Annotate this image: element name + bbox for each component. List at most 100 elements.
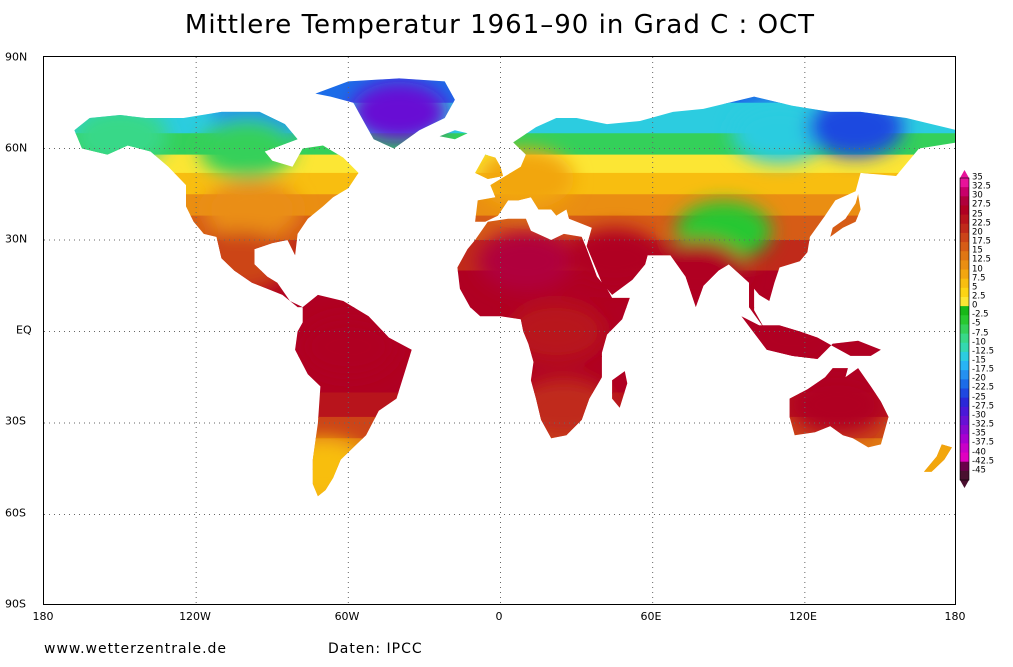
colorbar-label: -7.5 (972, 328, 989, 339)
colorbar-swatch (960, 452, 969, 463)
region-southern-africa (515, 377, 612, 438)
lat-label-90n: 90N (5, 50, 28, 64)
colorbar-swatch (960, 315, 969, 325)
colorbar-swatch (960, 443, 969, 454)
colorbar-swatch (960, 260, 969, 271)
lat-label-30n: 30N (5, 232, 28, 246)
lat-label-60n: 60N (5, 141, 28, 155)
region-central-africa (508, 301, 605, 362)
temperature-map (44, 57, 955, 604)
colorbar-label: 25 (972, 209, 983, 220)
map-title: Mittlere Temperatur 1961–90 in Grad C : … (184, 10, 816, 40)
region-patagonia (274, 438, 371, 497)
lat-label-eq: EQ (16, 323, 32, 337)
colorbar-label: -30 (972, 410, 986, 421)
lat-label-90s: 90S (5, 597, 26, 611)
region-northern-canada (198, 118, 295, 179)
colorbar-swatch (960, 415, 969, 426)
colorbar-swatch (960, 425, 969, 435)
lon-label-180w: 180 (32, 610, 54, 623)
colorbar-swatch (960, 214, 969, 225)
colorbar-label: -27.5 (972, 401, 994, 412)
colorbar-label: 7.5 (972, 273, 986, 284)
colorbar-label: -37.5 (972, 437, 994, 448)
lon-label-60w: 60W (334, 610, 360, 623)
region-india (650, 240, 747, 301)
colorbar-swatch (960, 361, 969, 371)
colorbar-label: 0 (972, 300, 978, 311)
region-sahara (477, 231, 574, 292)
colorbar-bottom-arrow (960, 480, 969, 488)
colorbar-label: -42.5 (972, 456, 994, 467)
region-alaska (74, 106, 169, 167)
colorbar-label: -5 (972, 318, 981, 329)
map-area (43, 56, 956, 605)
colorbar-swatch (960, 296, 969, 307)
colorbar-swatch (960, 223, 969, 234)
region-new-zealand (888, 429, 955, 490)
colorbar-label: 20 (972, 227, 983, 238)
region-greenland-interior (351, 81, 448, 142)
colorbar-swatch (960, 397, 969, 408)
colorbar-swatch (960, 251, 969, 261)
colorbar-swatch (960, 406, 969, 417)
colorbar-swatch (960, 379, 969, 389)
colorbar-swatch (960, 242, 969, 252)
lat-label-60s: 60S (5, 506, 26, 520)
colorbar (959, 170, 970, 488)
colorbar-label: -12.5 (972, 346, 994, 357)
colorbar-label: 35 (972, 172, 983, 183)
colorbar-swatch (960, 232, 969, 243)
colorbar-swatch (960, 324, 969, 335)
colorbar-swatch (960, 470, 969, 481)
colorbar-swatch (960, 388, 969, 399)
region-europe (477, 149, 574, 209)
region-mexico (193, 231, 290, 292)
colorbar-label: -25 (972, 392, 986, 403)
colorbar-swatch (960, 278, 969, 289)
region-usa-central (203, 179, 300, 240)
colorbar-label: -15 (972, 355, 986, 366)
colorbar-label: -20 (972, 373, 986, 384)
colorbar-swatch (960, 333, 969, 344)
colorbar-swatch (960, 370, 969, 380)
colorbar-label: 12.5 (972, 254, 991, 265)
colorbar-label: 32.5 (972, 181, 991, 192)
colorbar-label: 5 (972, 282, 978, 293)
lon-label-120w: 120W (179, 610, 211, 623)
colorbar-swatch (960, 306, 969, 316)
colorbar-label: 30 (972, 190, 983, 201)
data-source: Daten: IPCC (328, 641, 423, 657)
colorbar-swatch (960, 287, 969, 298)
colorbar-label: -35 (972, 428, 986, 439)
colorbar-label: 17.5 (972, 236, 991, 247)
colorbar-top-arrow (960, 170, 969, 178)
colorbar-swatch (960, 342, 969, 353)
region-australia-central (789, 374, 886, 435)
colorbar-label: -22.5 (972, 382, 994, 393)
lon-label-0: 0 (495, 610, 503, 623)
colorbar-swatch (960, 461, 969, 472)
colorbar-label: -45 (972, 465, 986, 476)
region-indonesia (744, 307, 841, 368)
colorbar-swatch (960, 178, 969, 188)
colorbar-swatch (960, 187, 969, 197)
website-credit: www.wetterzentrale.de (44, 641, 228, 657)
colorbar-swatch (960, 434, 969, 444)
colorbar-swatch (960, 205, 969, 216)
colorbar-label: -2.5 (972, 309, 989, 320)
colorbar-label: 15 (972, 245, 983, 256)
lon-label-120e: 120E (789, 610, 817, 623)
lon-label-180e: 180 (944, 610, 966, 623)
region-siberia (731, 103, 828, 164)
colorbar-swatch (960, 269, 969, 280)
colorbar-label: -17.5 (972, 364, 994, 375)
lat-label-30s: 30S (5, 414, 26, 428)
colorbar-label: 22.5 (972, 218, 991, 229)
lon-label-60e: 60E (640, 610, 662, 623)
colorbar-swatch (960, 351, 969, 362)
colorbar-label: 2.5 (972, 291, 986, 302)
colorbar-swatch (960, 196, 969, 206)
colorbar-label: -40 (972, 447, 986, 458)
region-arabia (566, 228, 663, 289)
